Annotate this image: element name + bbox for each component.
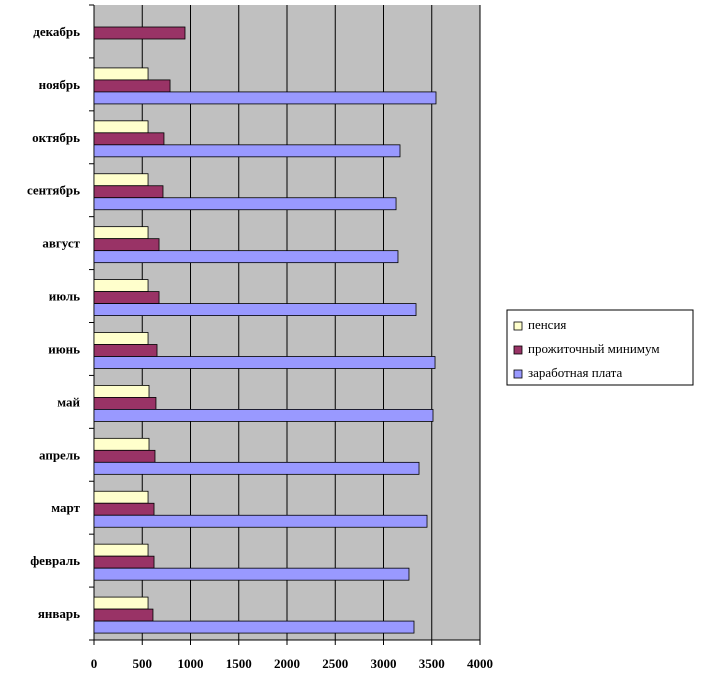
bar (93, 332, 149, 345)
x-tick-label: 500 (133, 656, 153, 671)
bar (93, 596, 149, 610)
y-tick-label: май (57, 394, 80, 409)
bar (93, 279, 149, 292)
bar (93, 567, 410, 581)
legend-label: пенсия (528, 317, 566, 332)
bar (93, 120, 149, 134)
legend-label: прожиточный минимум (528, 341, 660, 356)
bar (93, 449, 156, 463)
bar (93, 238, 160, 252)
y-tick-label: январь (38, 606, 80, 621)
bar (93, 226, 149, 240)
bar (93, 144, 401, 158)
y-tick-label: июнь (48, 341, 80, 356)
bar (93, 356, 436, 369)
bar (93, 608, 154, 622)
bar (93, 397, 157, 410)
x-tick-label: 0 (91, 656, 98, 671)
legend-box (506, 309, 694, 386)
legend-swatch (513, 345, 523, 355)
bar (93, 303, 417, 316)
y-tick-label: октябрь (32, 130, 80, 145)
bar (93, 344, 158, 357)
x-tick-label: 2500 (322, 656, 348, 671)
bar (93, 514, 428, 528)
y-tick-label: сентябрь (27, 183, 80, 198)
bar (93, 437, 150, 451)
bar (93, 67, 149, 81)
bar (93, 79, 171, 93)
bar (93, 409, 434, 422)
bar (93, 555, 155, 569)
bar (93, 197, 397, 211)
y-tick-label: февраль (30, 553, 80, 568)
x-tick-label: 3500 (419, 656, 445, 671)
y-tick-label: декабрь (33, 24, 80, 39)
bar (93, 461, 420, 475)
x-tick-label: 3000 (371, 656, 397, 671)
bar (93, 185, 164, 199)
y-tick-label: июль (49, 289, 80, 304)
bar (93, 385, 150, 398)
y-tick-label: апрель (39, 447, 80, 462)
x-tick-label: 1500 (226, 656, 252, 671)
bar (93, 620, 415, 634)
bar (93, 250, 399, 264)
y-tick-label: ноябрь (39, 77, 81, 92)
legend-swatch (513, 369, 523, 379)
bar (93, 502, 155, 516)
bar (93, 91, 437, 105)
bar (93, 291, 160, 304)
bar (93, 490, 149, 504)
x-tick-label: 2000 (274, 656, 300, 671)
x-tick-label: 1000 (178, 656, 204, 671)
y-tick-label: март (51, 500, 80, 515)
y-tick-label: август (42, 236, 80, 251)
bar (93, 26, 186, 40)
bar (93, 543, 149, 557)
x-tick-label: 4000 (467, 656, 493, 671)
legend-label: заработная плата (528, 365, 622, 380)
bar (93, 132, 165, 146)
bar (93, 173, 149, 187)
legend-swatch (513, 321, 523, 331)
